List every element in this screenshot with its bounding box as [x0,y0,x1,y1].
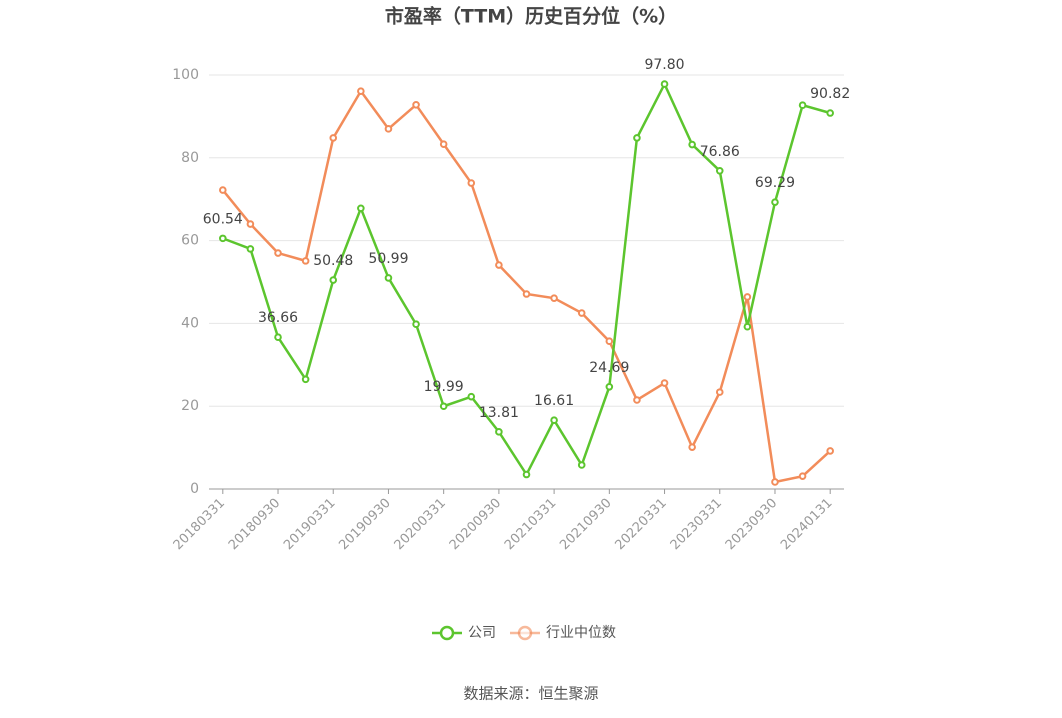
point [384,274,393,282]
point [798,472,807,480]
data-label: 60.54 [203,211,243,227]
x-tick-label: 20210331 [502,496,559,553]
point [633,134,641,142]
legend-marker [517,625,533,641]
point [577,309,586,317]
point [412,101,420,109]
point [357,87,365,95]
point [219,234,227,243]
point [357,204,365,213]
point [439,140,448,148]
y-tick-label: 100 [172,67,199,83]
point [743,322,752,331]
data-label: 36.66 [258,310,298,326]
y-tick-label: 0 [190,481,199,497]
point [329,276,338,284]
data-label: 76.86 [700,144,740,160]
point [301,257,310,265]
data-label: 19.99 [424,379,464,395]
point [715,166,724,175]
data-label: 50.99 [368,251,408,267]
point [384,125,393,133]
point [329,134,338,142]
y-tick-label: 20 [181,398,199,414]
point [219,186,227,194]
data-label: 97.80 [644,57,684,73]
y-tick-label: 60 [181,233,199,249]
data-label: 16.61 [534,393,574,409]
point [577,461,586,469]
x-tick-label: 20200930 [447,496,504,553]
x-tick-label: 20230331 [668,496,725,553]
legend-label: 行业中位数 [546,625,616,641]
point [826,447,834,455]
x-tick-label: 20220331 [612,496,669,553]
point [246,245,255,253]
data-label: 69.29 [755,175,795,191]
x-tick-label: 20190331 [281,496,338,553]
point [771,478,779,486]
x-tick-label: 20240131 [778,496,835,553]
point [688,140,696,149]
legend-marker [439,625,455,641]
x-tick-label: 20230930 [723,496,780,553]
legend-label: 公司 [468,625,496,641]
x-tick-label: 20180331 [171,496,228,553]
point [274,333,282,342]
point [467,179,476,187]
point [660,379,669,387]
point [605,382,614,391]
point [274,249,282,257]
point [550,294,558,302]
y-tick-label: 40 [181,315,199,331]
data-label: 50.48 [313,253,353,269]
point [522,470,531,479]
point [412,320,420,329]
point [688,443,696,451]
point [605,337,614,346]
point [301,375,310,384]
source: 数据来源：恒生聚源 [463,685,598,703]
chart-title: 市盈率（TTM）历史百分位（%） [385,5,677,28]
x-tick-label: 20180930 [226,496,283,553]
x-tick-label: 20200331 [392,496,449,553]
point [467,392,476,401]
series-line [222,81,831,478]
point [550,416,558,425]
point [246,220,255,228]
point [439,402,448,411]
point [495,261,503,269]
point [522,290,531,298]
point [660,80,669,88]
point [771,198,779,206]
y-tick-label: 80 [181,150,199,166]
point [798,101,807,110]
x-tick-label: 20190930 [336,496,393,553]
point [826,109,834,117]
point [633,396,641,404]
data-label: 13.81 [479,405,519,421]
point [743,293,752,301]
data-label: 90.82 [810,86,850,102]
point [715,388,724,396]
data-label: 24.69 [589,360,629,376]
point [495,428,503,436]
x-tick-label: 20210930 [557,496,614,553]
